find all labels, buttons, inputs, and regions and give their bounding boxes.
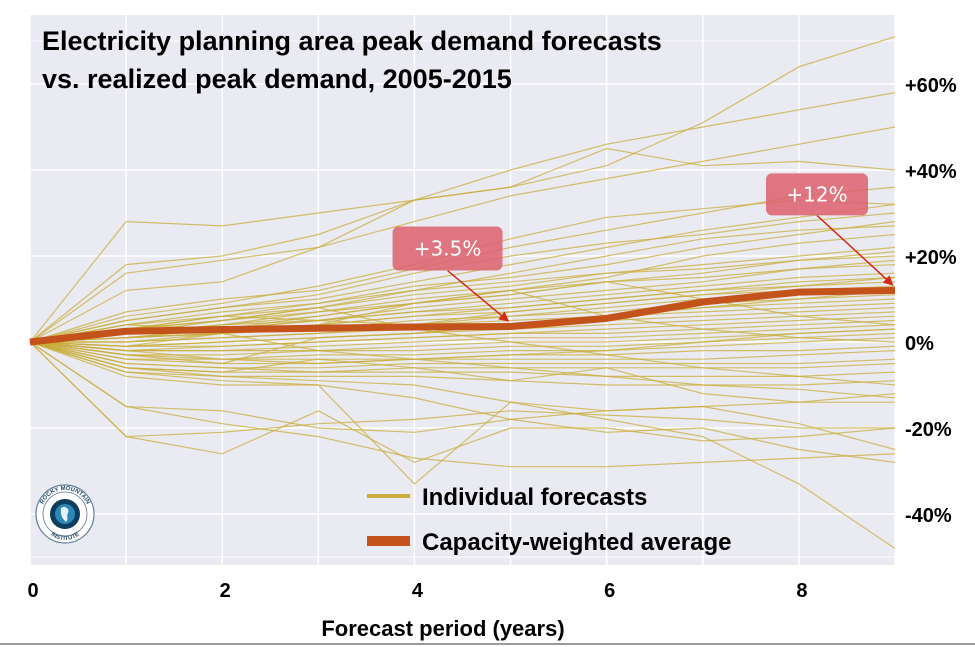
y-tick-label: -20% — [905, 419, 952, 441]
y-axis-ticks: +60% +40% +20% 0% -20% -40% — [905, 75, 957, 527]
individual-forecast-line — [29, 126, 896, 343]
individual-forecast-line — [29, 289, 896, 347]
individual-forecast-line — [29, 341, 896, 365]
x-tick-label: 6 — [604, 580, 615, 602]
annotations: +3.5% +12% — [392, 173, 894, 322]
logo-bottom-text: INSTITUTE — [49, 532, 80, 543]
callout-end: +12% — [766, 173, 894, 286]
y-tick-label: +20% — [905, 247, 957, 269]
individual-forecast-line — [29, 328, 896, 365]
title-line-2: vs. realized peak demand, 2005-2015 — [42, 64, 512, 94]
callout-label: +3.5% — [414, 237, 482, 261]
individual-forecast-line — [29, 328, 896, 352]
individual-forecast-line — [29, 341, 896, 549]
callout-label: +12% — [786, 182, 847, 206]
bottom-rule — [0, 643, 975, 645]
callout-box — [766, 173, 868, 216]
individual-forecast-line — [29, 341, 896, 485]
average-line-group — [29, 286, 896, 346]
legend-label-individual: Individual forecasts — [422, 484, 647, 511]
y-tick-label: 0% — [905, 333, 934, 355]
x-tick-label: 0 — [27, 580, 38, 602]
individual-forecast-line — [29, 341, 896, 403]
individual-forecast-line — [29, 203, 896, 343]
individual-forecast-line — [29, 337, 896, 360]
individual-forecast-line — [29, 341, 895, 438]
legend-label-average: Capacity-weighted average — [422, 529, 731, 556]
individual-forecast-line — [29, 341, 896, 373]
individual-forecast-line — [29, 276, 896, 343]
x-axis-ticks: 0 2 4 6 8 — [27, 580, 807, 602]
legend: Individual forecasts Capacity-weighted a… — [367, 484, 731, 556]
x-tick-label: 4 — [412, 580, 424, 602]
callout-mid: +3.5% — [392, 226, 510, 322]
y-tick-label: -40% — [905, 505, 952, 527]
individual-forecast-line — [29, 341, 896, 463]
x-tick-label: 8 — [796, 580, 807, 602]
y-tick-label: +40% — [905, 161, 957, 183]
individual-forecast-line — [29, 341, 896, 386]
callout-box — [392, 226, 503, 271]
callout-arrow — [447, 269, 510, 322]
individual-forecast-line — [29, 92, 896, 343]
y-tick-label: +60% — [905, 75, 957, 97]
individual-forecast-line — [30, 294, 896, 343]
callout-arrow — [816, 214, 894, 286]
x-axis-label: Forecast period (years) — [321, 616, 564, 641]
rmi-logo: ROCKY MOUNTAIN INSTITUTE — [35, 484, 95, 544]
title-line-1: Electricity planning area peak demand fo… — [42, 26, 662, 56]
individual-forecast-line — [29, 225, 896, 343]
individual-forecast-line — [29, 147, 896, 343]
chart-title: Electricity planning area peak demand fo… — [42, 26, 662, 94]
x-tick-label: 2 — [220, 580, 231, 602]
individual-forecast-line — [29, 311, 896, 347]
individual-forecast-line — [29, 341, 895, 433]
individual-forecast-line — [29, 233, 896, 343]
individual-forecast-lines — [29, 36, 896, 549]
capacity-weighted-average-line — [29, 286, 896, 346]
individual-forecast-line — [29, 332, 896, 399]
